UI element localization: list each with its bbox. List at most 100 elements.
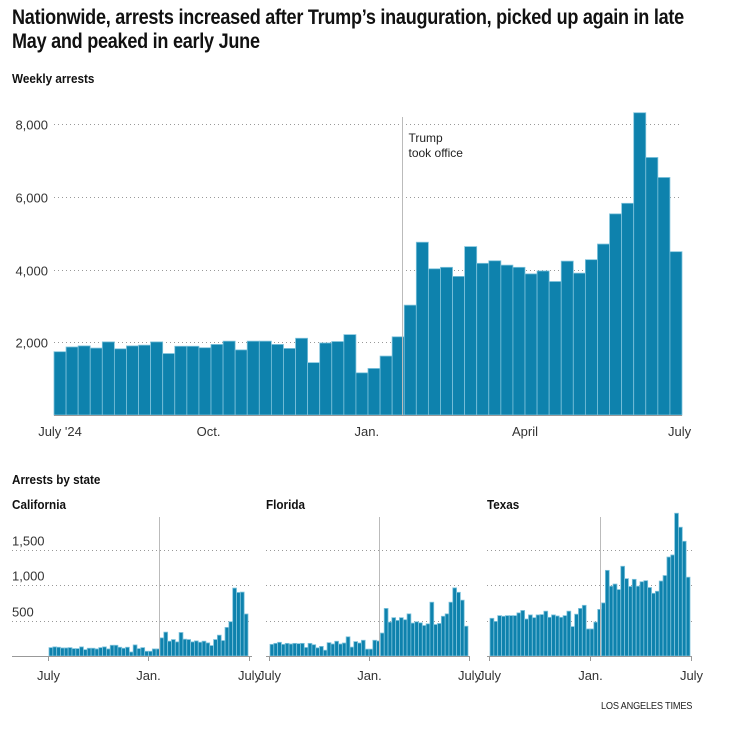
bar: [270, 344, 284, 416]
bar: [303, 647, 309, 657]
bar: [186, 345, 200, 416]
bar: [651, 592, 656, 657]
bar: [504, 615, 510, 657]
x-tick-label: July: [37, 668, 61, 683]
bar: [437, 623, 442, 657]
bar: [52, 646, 58, 657]
bar: [589, 628, 595, 657]
bar: [395, 620, 400, 657]
bar: [402, 619, 408, 657]
y-tick-label: 6,000: [15, 191, 48, 206]
bar: [151, 648, 157, 657]
bar: [106, 648, 111, 657]
bar: [585, 628, 591, 657]
y-tick-label: 8,000: [15, 118, 48, 133]
bar: [429, 601, 435, 657]
x-tick-label: Jan.: [355, 424, 380, 439]
bar: [570, 626, 576, 657]
bar: [678, 526, 683, 657]
bar: [581, 604, 587, 657]
bar: [444, 613, 450, 657]
bar: [171, 639, 176, 657]
bar: [349, 646, 355, 657]
bar: [539, 614, 545, 657]
bar: [536, 270, 550, 416]
bar: [90, 647, 96, 657]
bar: [210, 344, 224, 416]
bar: [364, 648, 370, 657]
bar: [243, 613, 249, 657]
bar: [493, 621, 499, 657]
bar: [670, 554, 676, 657]
bar: [497, 615, 502, 657]
main-chart-subtitle: Weekly arrests: [12, 71, 95, 86]
y-tick-label: 1,000: [12, 569, 45, 584]
bar: [631, 578, 637, 657]
bar: [307, 642, 313, 657]
bar: [128, 651, 134, 657]
bar: [524, 618, 529, 657]
bar: [639, 581, 645, 657]
x-tick-label: July: [478, 668, 502, 683]
bar: [427, 268, 441, 416]
chart-title: Nationwide, arrests increased after Trum…: [12, 6, 684, 53]
bar: [190, 641, 195, 657]
bar: [463, 625, 469, 657]
y-tick-label: 1,500: [12, 534, 45, 549]
bar: [685, 576, 691, 657]
bar: [459, 599, 465, 657]
bar: [601, 602, 606, 657]
bar: [367, 368, 381, 416]
bar: [658, 580, 664, 657]
bar: [554, 615, 560, 657]
bar: [604, 569, 610, 657]
bar: [322, 649, 328, 657]
bar: [452, 587, 457, 657]
bar: [628, 586, 633, 657]
x-tick-label: July '24: [38, 424, 82, 439]
bar: [144, 650, 149, 657]
bar: [531, 617, 537, 657]
bar: [403, 304, 417, 416]
bar: [138, 344, 152, 416]
bar: [647, 587, 652, 657]
bar: [198, 347, 212, 416]
bar: [399, 617, 404, 657]
bar: [228, 621, 234, 657]
bar: [345, 636, 351, 657]
bar: [633, 112, 647, 416]
bar: [234, 349, 248, 416]
bar: [53, 351, 67, 416]
bar: [125, 646, 130, 657]
bar: [295, 337, 309, 416]
bar: [608, 585, 614, 657]
bar: [418, 622, 423, 657]
bar: [319, 645, 324, 657]
bar: [113, 348, 127, 416]
y-tick-label: 4,000: [15, 264, 48, 279]
x-tick-label: Oct.: [197, 424, 221, 439]
bar: [551, 614, 556, 657]
bar: [140, 647, 146, 657]
bar: [109, 644, 115, 657]
x-tick-label: July: [238, 668, 262, 683]
bar: [524, 273, 538, 416]
bar: [178, 632, 184, 657]
bar: [326, 642, 332, 657]
bar: [597, 243, 610, 416]
bar: [516, 612, 522, 657]
bar: [433, 624, 438, 657]
bar: [380, 632, 385, 657]
bar: [63, 647, 69, 657]
bar: [452, 276, 466, 416]
bar: [102, 646, 107, 657]
bar: [372, 639, 378, 657]
bar: [148, 650, 153, 657]
bar: [132, 644, 138, 657]
bar: [331, 341, 345, 416]
bar: [283, 348, 296, 416]
bar: [150, 341, 164, 416]
bar: [548, 281, 562, 416]
